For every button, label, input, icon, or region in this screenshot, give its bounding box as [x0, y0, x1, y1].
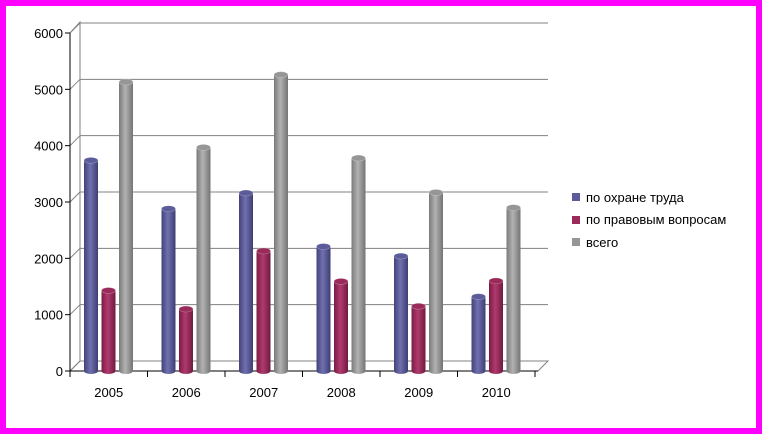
legend-label-1: по правовым вопросам [586, 212, 727, 228]
bar-cap [411, 302, 426, 310]
bar-body [119, 82, 133, 374]
bar-body [429, 192, 443, 374]
bar-2006-2 [196, 144, 211, 374]
legend-swatch-0 [572, 193, 580, 202]
y-tick-label: 0 [56, 364, 63, 379]
bar-body [506, 207, 521, 374]
y-tick-label: 1000 [34, 308, 63, 323]
gridline-side [69, 191, 81, 203]
bar-body [316, 246, 331, 374]
bar-2007-2 [273, 71, 289, 374]
bar-cap [333, 278, 349, 285]
bar-2005-0 [83, 157, 99, 374]
y-tick-label: 6000 [34, 26, 63, 41]
bar-body [411, 306, 426, 374]
bar-body [179, 309, 193, 374]
bar-body [334, 281, 348, 374]
gridlines [69, 22, 548, 316]
x-tick-label: 2010 [482, 385, 511, 400]
bar-2009-2 [428, 189, 444, 374]
bar-cap [196, 144, 211, 151]
bar-body [351, 158, 366, 374]
bar-body [489, 280, 503, 374]
bar-body [161, 208, 176, 374]
x-tick-label: 2008 [327, 385, 356, 400]
x-tick-label: 2007 [249, 385, 278, 400]
bar-2005-1 [101, 287, 116, 374]
legend-swatch-2 [572, 238, 580, 247]
bar-cap [273, 71, 289, 78]
bar-2007-1 [256, 247, 271, 374]
x-axis-ticks: 2005 2006 2007 2008 2009 2010 [69, 371, 536, 400]
legend-swatch-1 [572, 215, 580, 224]
legend-item-2: всего [572, 231, 726, 254]
bar-2010-0 [471, 293, 486, 374]
bar-cap [238, 189, 254, 197]
x-tick-label: 2005 [94, 385, 123, 400]
bar-body [196, 147, 211, 374]
x-tick-label: 2006 [172, 385, 201, 400]
bar-cap [351, 154, 366, 162]
y-tick-label: 2000 [34, 251, 63, 266]
gridline-side [69, 78, 81, 90]
bar-cap [256, 247, 271, 255]
bar-body [471, 296, 486, 374]
axes [69, 33, 538, 372]
bar-cap [178, 305, 194, 313]
bar-2007-0 [238, 189, 254, 374]
bar-cap [428, 189, 444, 196]
bar-cap [471, 293, 486, 300]
bar-2005-2 [118, 78, 134, 374]
bar-2008-2 [351, 154, 366, 374]
bar-body [84, 160, 98, 374]
legend: по охране труда по правовым вопросам все… [572, 186, 726, 254]
bar-body [101, 290, 116, 374]
bar-2009-0 [393, 252, 409, 374]
gridline-side [69, 135, 81, 147]
bar-2006-1 [178, 305, 194, 374]
y-tick-label: 5000 [34, 82, 63, 97]
gridline-side [69, 22, 81, 34]
bar-body [394, 256, 408, 374]
gridline-side [69, 247, 81, 259]
bar-2008-1 [333, 278, 349, 374]
y-tick-label: 4000 [34, 139, 63, 154]
bar-cap [488, 277, 504, 285]
bar-cap [118, 78, 134, 86]
bar-2008-0 [316, 243, 331, 374]
bar-cap [506, 204, 521, 211]
x-tick-label: 2009 [404, 385, 433, 400]
bar-cap [101, 287, 116, 294]
legend-label-0: по охране труда [586, 189, 684, 205]
legend-item-1: по правовым вопросам [572, 209, 726, 232]
y-tick-label: 3000 [34, 195, 63, 210]
bars [83, 71, 521, 374]
bar-2009-1 [411, 302, 426, 374]
bar-cap [161, 205, 176, 213]
bar-cap [393, 252, 409, 260]
y-axis-ticks: 0 1000 2000 3000 4000 5000 6000 [34, 26, 70, 379]
bar-body [256, 251, 271, 374]
bar-cap [83, 157, 99, 164]
bar-2010-1 [488, 277, 504, 374]
bar-2010-2 [506, 204, 521, 374]
bar-2006-0 [161, 205, 176, 374]
legend-label-2: всего [586, 234, 619, 250]
bar-body [239, 192, 253, 374]
bar-body [274, 74, 288, 374]
bar-cap [316, 243, 331, 250]
gridline-side [69, 304, 81, 316]
legend-item-0: по охране труда [572, 186, 726, 209]
